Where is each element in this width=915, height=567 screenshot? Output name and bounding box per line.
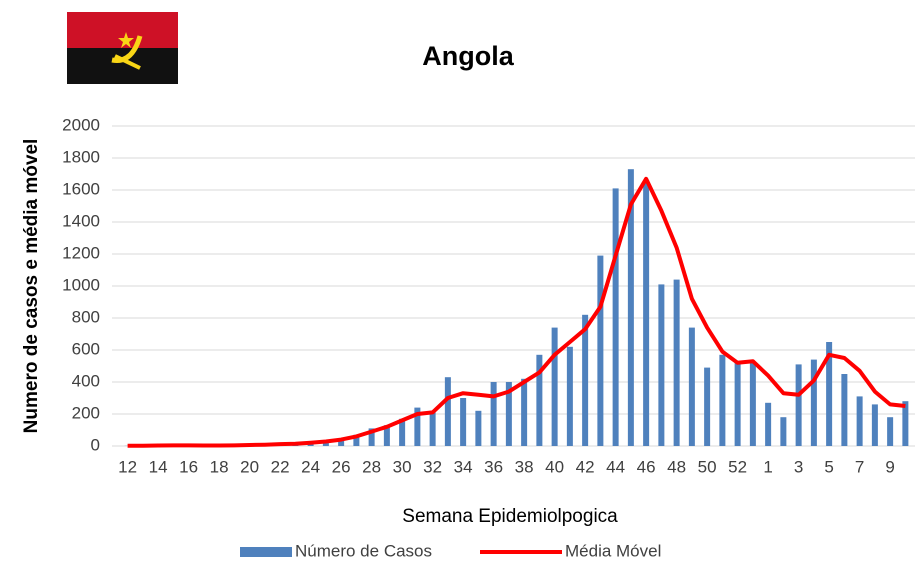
chart-title: Angola xyxy=(422,41,514,71)
legend-label: Média Móvel xyxy=(565,541,661,560)
bar xyxy=(322,441,329,446)
bar xyxy=(673,279,680,446)
x-tick-label: 30 xyxy=(393,457,412,476)
x-tick-label: 38 xyxy=(515,457,534,476)
bar xyxy=(338,438,345,446)
bar xyxy=(551,327,558,446)
line xyxy=(127,176,906,448)
x-tick-label: 20 xyxy=(240,457,259,476)
bar xyxy=(566,346,573,446)
y-tick-label: 1600 xyxy=(62,179,100,198)
x-tick-label: 50 xyxy=(698,457,717,476)
bar xyxy=(902,401,909,446)
legend-swatch xyxy=(240,547,292,557)
bar xyxy=(719,354,726,446)
bar xyxy=(780,417,787,446)
bar xyxy=(399,418,406,446)
x-tick-label: 1 xyxy=(763,457,772,476)
x-tick-label: 48 xyxy=(667,457,686,476)
y-tick-label: 600 xyxy=(72,339,100,358)
bar xyxy=(841,374,848,446)
x-tick-label: 52 xyxy=(728,457,747,476)
bar xyxy=(734,362,741,446)
x-tick-label: 46 xyxy=(637,457,656,476)
y-tick-label: 1200 xyxy=(62,243,100,262)
bar xyxy=(749,362,756,446)
y-tick-label: 1800 xyxy=(62,147,100,166)
bar xyxy=(643,180,650,446)
bar xyxy=(368,428,375,446)
bar xyxy=(887,417,894,446)
x-tick-label: 3 xyxy=(794,457,803,476)
bar xyxy=(810,359,817,446)
y-tick-label: 800 xyxy=(72,307,100,326)
bar xyxy=(795,364,802,446)
x-axis-label: Semana Epidemiolpogica xyxy=(402,506,618,527)
flag xyxy=(67,12,178,84)
bar xyxy=(658,284,665,446)
x-tick-label: 42 xyxy=(576,457,595,476)
bar xyxy=(765,402,772,446)
x-tick-label: 32 xyxy=(423,457,442,476)
bar xyxy=(460,398,467,446)
bar xyxy=(612,188,619,446)
x-tick-label: 24 xyxy=(301,457,320,476)
x-tick-label: 9 xyxy=(885,457,894,476)
x-tick-label: 14 xyxy=(149,457,168,476)
bar xyxy=(521,378,528,446)
bar xyxy=(505,382,512,446)
bar xyxy=(414,407,421,446)
y-tick-label: 1000 xyxy=(62,275,100,294)
x-tick-label: 22 xyxy=(271,457,290,476)
bar xyxy=(490,382,497,446)
legend: Número de Casos Média Móvel xyxy=(240,541,661,560)
legend-label: Número de Casos xyxy=(295,541,432,560)
bar xyxy=(475,410,482,446)
x-tick-label: 5 xyxy=(824,457,833,476)
x-tick-label: 40 xyxy=(545,457,564,476)
x-tick-label: 36 xyxy=(484,457,503,476)
x-tick-label: 16 xyxy=(179,457,198,476)
bar xyxy=(856,396,863,446)
bar xyxy=(627,169,634,446)
bar xyxy=(688,327,695,446)
x-tick-label: 7 xyxy=(855,457,864,476)
bar xyxy=(826,342,833,446)
x-tick-label: 44 xyxy=(606,457,625,476)
bar xyxy=(704,367,711,446)
y-axis-label: Numero de casos e média móvel xyxy=(21,139,42,434)
x-tick-label: 12 xyxy=(118,457,137,476)
x-tick-label: 28 xyxy=(362,457,381,476)
bar xyxy=(353,434,360,446)
x-tick-label: 34 xyxy=(454,457,473,476)
bar xyxy=(383,425,390,446)
bar xyxy=(536,354,543,446)
x-tick-label: 18 xyxy=(210,457,229,476)
y-tick-label: 2000 xyxy=(62,115,100,134)
y-tick-label: 0 xyxy=(91,435,100,454)
bar xyxy=(444,377,451,446)
x-tick-label: 26 xyxy=(332,457,351,476)
bar xyxy=(597,255,604,446)
y-tick-label: 400 xyxy=(72,371,100,390)
bar xyxy=(871,404,878,446)
y-tick-label: 1400 xyxy=(62,211,100,230)
bar xyxy=(582,314,589,446)
bar xyxy=(429,412,436,446)
y-tick-label: 200 xyxy=(72,403,100,422)
